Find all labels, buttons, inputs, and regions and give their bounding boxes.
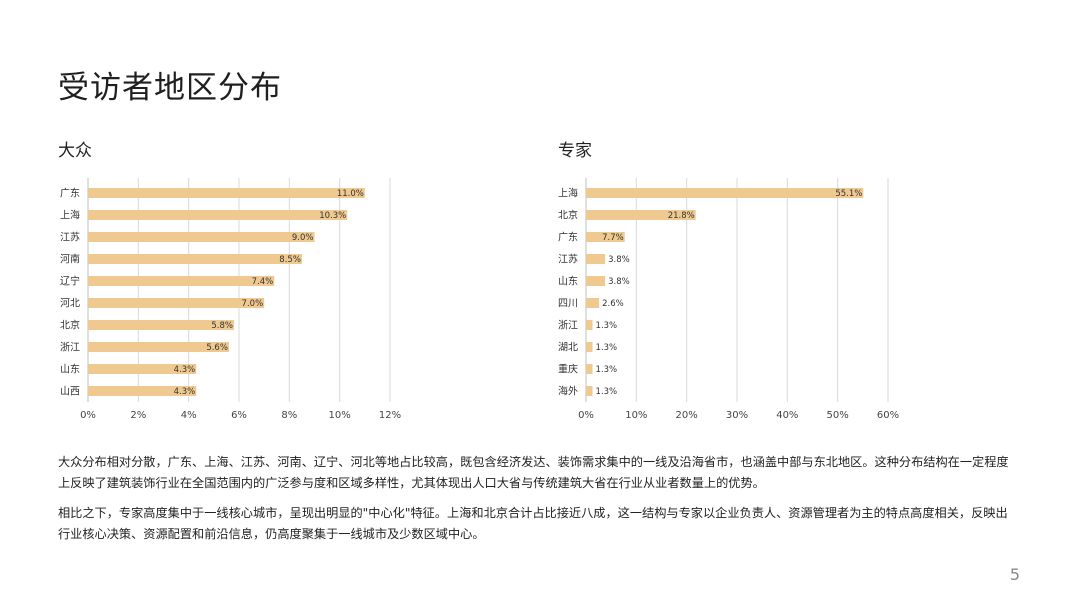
public-category-label: 河南 xyxy=(60,253,80,266)
public-value-label: 5.8% xyxy=(211,321,233,331)
public-category-label: 河北 xyxy=(60,298,80,310)
expert-value-label: 21.8% xyxy=(668,211,695,221)
public-value-label: 8.5% xyxy=(279,255,301,265)
expert-bar xyxy=(586,342,593,352)
public-value-label: 10.3% xyxy=(319,211,346,221)
public-bar xyxy=(88,254,302,264)
expert-bar xyxy=(586,276,606,286)
public-category-label: 北京 xyxy=(60,319,80,332)
expert-category-label: 重庆 xyxy=(558,363,578,376)
expert-bar xyxy=(586,298,600,308)
public-chart-title: 大众 xyxy=(58,141,92,161)
public-region-bar-chart: 0% 2% 4% 6% 8% 10% 12% 广东 11.0% 上海 10.3% 江苏 9.0% 河南 8.… xyxy=(60,178,401,421)
expert-category-label: 湖北 xyxy=(558,342,578,354)
public-category-label: 辽宁 xyxy=(60,275,80,288)
public-value-label: 7.4% xyxy=(252,277,274,287)
expert-chart-title: 专家 xyxy=(558,141,592,161)
public-x-tick-label: 2% xyxy=(130,410,146,421)
expert-bar xyxy=(586,386,593,396)
expert-category-label: 上海 xyxy=(558,187,578,200)
public-category-label: 江苏 xyxy=(60,231,80,244)
public-bar xyxy=(88,342,229,352)
public-x-tick-label: 0% xyxy=(80,410,96,421)
public-x-tick-label: 8% xyxy=(281,410,297,421)
expert-value-label: 1.3% xyxy=(596,321,618,331)
expert-value-label: 2.6% xyxy=(602,299,624,309)
public-category-label: 山东 xyxy=(60,363,80,376)
expert-bar xyxy=(586,320,593,330)
expert-x-tick-label: 60% xyxy=(877,410,899,421)
public-bar xyxy=(88,298,265,308)
public-value-label: 4.3% xyxy=(174,365,196,375)
public-x-tick-label: 12% xyxy=(379,410,401,421)
expert-category-label: 浙江 xyxy=(558,320,578,332)
expert-bar xyxy=(586,188,864,198)
expert-category-label: 北京 xyxy=(558,209,578,222)
expert-category-label: 山东 xyxy=(558,275,578,288)
public-category-label: 上海 xyxy=(60,209,80,222)
analysis-paragraph-expert: 相比之下，专家高度集中于一线核心城市，呈现出明显的"中心化"特征。上海和北京合计… xyxy=(58,506,1008,541)
public-value-label: 5.6% xyxy=(206,343,228,353)
expert-bar xyxy=(586,254,606,264)
expert-value-label: 1.3% xyxy=(596,343,618,353)
expert-value-label: 7.7% xyxy=(602,233,624,243)
expert-bar xyxy=(586,364,593,374)
public-bar xyxy=(88,386,197,396)
public-value-label: 9.0% xyxy=(292,233,314,243)
expert-value-label: 1.3% xyxy=(596,387,618,397)
expert-category-label: 广东 xyxy=(558,231,578,244)
expert-category-label: 海外 xyxy=(558,385,578,398)
expert-x-tick-label: 20% xyxy=(676,410,698,421)
expert-x-tick-label: 50% xyxy=(827,410,849,421)
public-bar xyxy=(88,320,234,330)
expert-bar xyxy=(586,210,696,220)
expert-value-label: 1.3% xyxy=(596,365,618,375)
public-x-tick-label: 10% xyxy=(329,410,351,421)
expert-region-bar-chart: 0% 10% 20% 30% 40% 50% 60% 上海 55.1% 北京 21.8% 广东 7.7%… xyxy=(558,178,899,421)
page-number: 5 xyxy=(1009,565,1020,584)
expert-x-tick-label: 10% xyxy=(625,410,647,421)
analysis-paragraph-public: 大众分布相对分散，广东、上海、江苏、河南、辽宁、河北等地占比较高，既包含经济发达… xyxy=(58,455,1009,490)
public-bar xyxy=(88,364,197,374)
public-value-label: 7.0% xyxy=(242,299,264,309)
expert-x-tick-label: 30% xyxy=(726,410,748,421)
public-value-label: 11.0% xyxy=(337,189,364,199)
expert-category-label: 四川 xyxy=(558,299,578,310)
public-category-label: 广东 xyxy=(60,187,80,200)
public-x-tick-label: 4% xyxy=(181,410,197,421)
public-x-tick-label: 6% xyxy=(231,410,247,421)
public-bar xyxy=(88,232,315,242)
expert-value-label: 55.1% xyxy=(835,189,862,199)
expert-bar xyxy=(586,232,625,242)
public-value-label: 4.3% xyxy=(174,387,196,397)
public-category-label: 山西 xyxy=(60,386,80,398)
expert-x-tick-label: 40% xyxy=(776,410,798,421)
public-bar xyxy=(88,210,348,220)
expert-x-tick-label: 0% xyxy=(578,410,594,421)
page-title: 受访者地区分布 xyxy=(58,70,282,106)
public-category-label: 浙江 xyxy=(60,342,80,354)
public-bar xyxy=(88,188,365,198)
public-bar xyxy=(88,276,275,286)
expert-value-label: 3.8% xyxy=(608,277,630,287)
expert-category-label: 江苏 xyxy=(558,253,578,266)
expert-value-label: 3.8% xyxy=(608,255,630,265)
